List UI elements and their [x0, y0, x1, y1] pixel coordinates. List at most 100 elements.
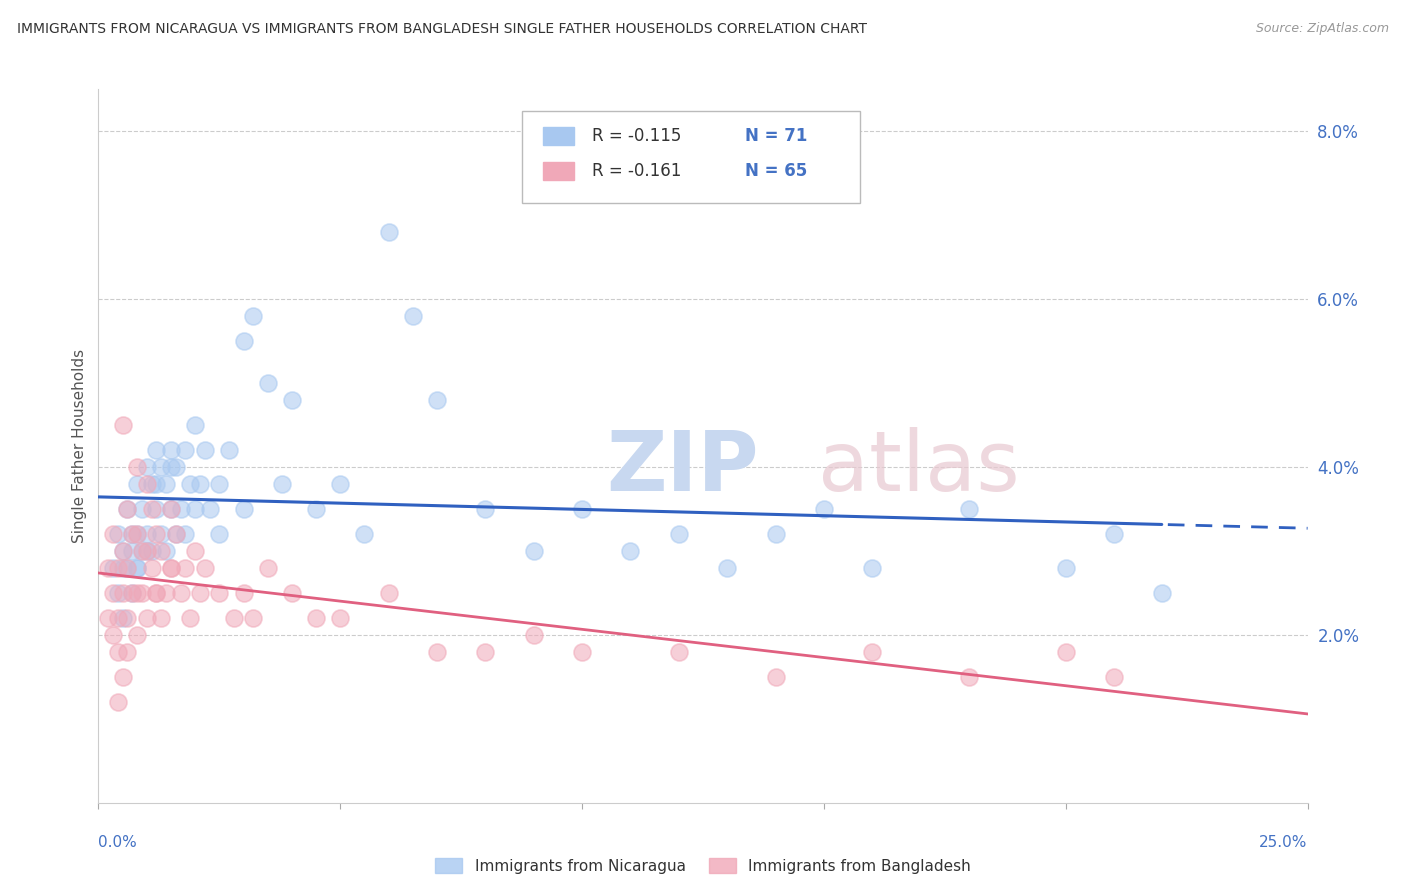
Point	[121, 527, 143, 541]
Point	[107, 645, 129, 659]
Point	[813, 502, 835, 516]
Point	[1102, 670, 1125, 684]
Point	[242, 309, 264, 323]
Point	[165, 460, 187, 475]
Point	[179, 611, 201, 625]
Point	[329, 611, 352, 625]
Point	[127, 476, 149, 491]
Point	[155, 586, 177, 600]
Point	[135, 544, 157, 558]
Point	[198, 502, 221, 516]
Point	[860, 560, 883, 574]
Text: 25.0%: 25.0%	[1260, 835, 1308, 850]
Point	[194, 443, 217, 458]
Point	[155, 544, 177, 558]
Point	[127, 527, 149, 541]
Text: ZIP: ZIP	[606, 427, 759, 508]
Point	[97, 611, 120, 625]
Point	[329, 476, 352, 491]
Bar	[543, 127, 574, 145]
Point	[668, 527, 690, 541]
Text: atlas: atlas	[818, 427, 1019, 508]
Point	[141, 502, 163, 516]
Point	[232, 502, 254, 516]
Point	[111, 544, 134, 558]
Point	[117, 560, 139, 574]
Text: R = -0.161: R = -0.161	[592, 162, 681, 180]
Point	[160, 443, 183, 458]
Point	[232, 586, 254, 600]
Point	[131, 544, 153, 558]
Text: R = -0.115: R = -0.115	[592, 127, 681, 145]
Point	[426, 645, 449, 659]
Point	[107, 611, 129, 625]
Point	[107, 560, 129, 574]
Point	[117, 611, 139, 625]
Point	[305, 502, 328, 516]
Point	[135, 460, 157, 475]
Point	[101, 527, 124, 541]
Point	[1054, 560, 1077, 574]
Point	[131, 502, 153, 516]
Point	[860, 645, 883, 659]
Point	[474, 645, 496, 659]
Point	[474, 502, 496, 516]
Point	[256, 560, 278, 574]
Point	[765, 670, 787, 684]
Text: IMMIGRANTS FROM NICARAGUA VS IMMIGRANTS FROM BANGLADESH SINGLE FATHER HOUSEHOLDS: IMMIGRANTS FROM NICARAGUA VS IMMIGRANTS …	[17, 22, 868, 37]
Point	[184, 417, 207, 432]
Point	[150, 611, 173, 625]
Point	[135, 611, 157, 625]
Point	[523, 628, 546, 642]
Point	[1152, 586, 1174, 600]
Point	[127, 628, 149, 642]
Point	[188, 476, 211, 491]
Text: 0.0%: 0.0%	[98, 835, 138, 850]
Point	[127, 586, 149, 600]
Point	[619, 544, 641, 558]
Point	[256, 376, 278, 390]
Point	[135, 544, 157, 558]
Point	[160, 502, 183, 516]
Point	[145, 586, 167, 600]
Point	[160, 502, 183, 516]
Point	[523, 544, 546, 558]
Point	[121, 527, 143, 541]
Point	[121, 544, 143, 558]
Point	[101, 586, 124, 600]
Point	[208, 476, 231, 491]
Point	[174, 443, 197, 458]
Point	[571, 645, 593, 659]
Point	[117, 502, 139, 516]
Point	[111, 670, 134, 684]
Point	[271, 476, 294, 491]
Point	[150, 527, 173, 541]
Point	[150, 460, 173, 475]
Point	[150, 544, 173, 558]
Bar	[543, 162, 574, 180]
Legend: Immigrants from Nicaragua, Immigrants from Bangladesh: Immigrants from Nicaragua, Immigrants fr…	[429, 852, 977, 880]
Point	[281, 392, 304, 407]
Point	[97, 560, 120, 574]
Point	[957, 670, 980, 684]
Point	[121, 586, 143, 600]
Text: N = 65: N = 65	[745, 162, 807, 180]
Point	[121, 586, 143, 600]
Point	[716, 560, 738, 574]
Point	[194, 560, 217, 574]
Point	[184, 544, 207, 558]
Point	[127, 527, 149, 541]
Point	[242, 611, 264, 625]
Point	[141, 560, 163, 574]
Point	[117, 502, 139, 516]
Point	[111, 544, 134, 558]
Point	[222, 611, 245, 625]
Point	[111, 586, 134, 600]
Point	[145, 502, 167, 516]
Point	[127, 460, 149, 475]
Point	[281, 586, 304, 600]
Point	[165, 527, 187, 541]
Point	[402, 309, 425, 323]
Point	[111, 611, 134, 625]
Point	[145, 476, 167, 491]
